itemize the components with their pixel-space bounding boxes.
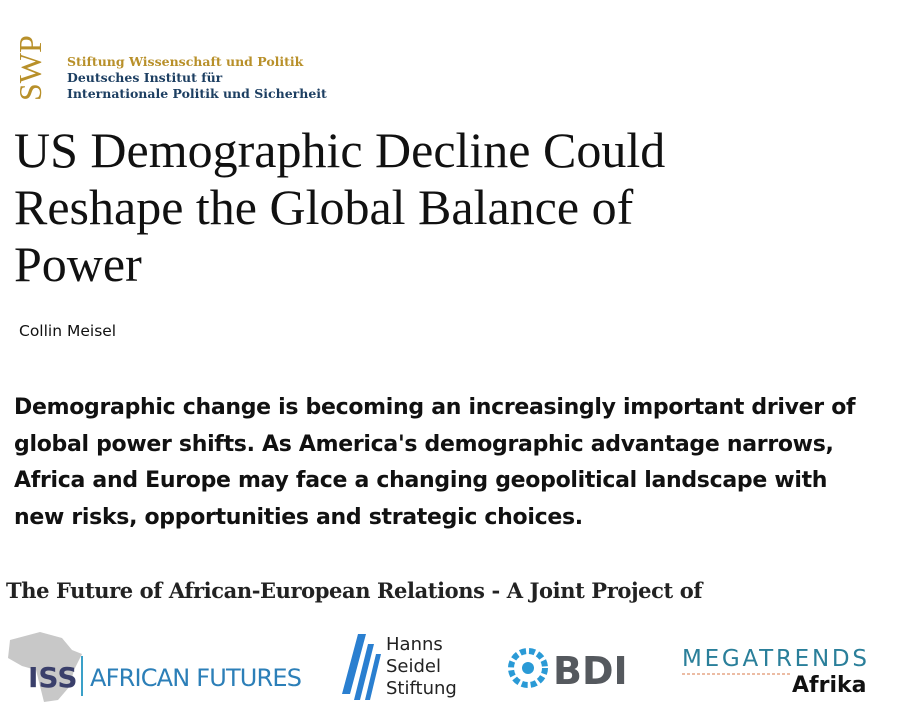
hss-line[interactable]: Stiftung: [386, 678, 457, 699]
author[interactable]: Collin Meisel: [19, 322, 117, 340]
partner-logos: ISS AFRICAN FUTURES Hanns Seidel Stiftun…: [8, 632, 867, 702]
title-line: US Demographic Decline Could: [14, 122, 666, 178]
title-line: Power: [14, 236, 142, 292]
swp-mark: SWP: [12, 35, 46, 101]
swp-logo: SWP: [12, 35, 46, 101]
megatrends-top[interactable]: MEGATRENDS: [682, 646, 867, 672]
hss-line[interactable]: Hanns: [386, 634, 443, 655]
logo-line: Stiftung Wissenschaft und Politik: [67, 54, 304, 69]
bdi-name[interactable]: BDI: [553, 649, 628, 693]
hss-line[interactable]: Seidel: [386, 656, 441, 677]
project-heading: The Future of African-European Relations…: [6, 578, 702, 603]
logo-line: Deutsches Institut für: [67, 70, 223, 85]
logo-line: Internationale Politik und Sicherheit: [67, 86, 327, 101]
summary: Demographic change is becoming an increa…: [14, 390, 856, 536]
summary-line: global power shifts. As America's demogr…: [14, 431, 834, 457]
iss-mark[interactable]: ISS: [28, 661, 78, 694]
summary-line: new risks, opportunities and strategic c…: [14, 504, 583, 530]
megatrends-bottom[interactable]: Afrika: [792, 673, 866, 698]
summary-line: Africa and Europe may face a changing ge…: [14, 468, 828, 493]
iss-name[interactable]: AFRICAN FUTURES: [90, 664, 302, 692]
bdi-icon: [508, 648, 548, 688]
summary-line: Demographic change is becoming an increa…: [14, 395, 856, 420]
hss-icon: [342, 634, 381, 700]
title-line: Reshape the Global Balance of: [14, 179, 634, 235]
title: US Demographic Decline Could Reshape the…: [14, 122, 665, 293]
africa-shape: [8, 632, 82, 702]
